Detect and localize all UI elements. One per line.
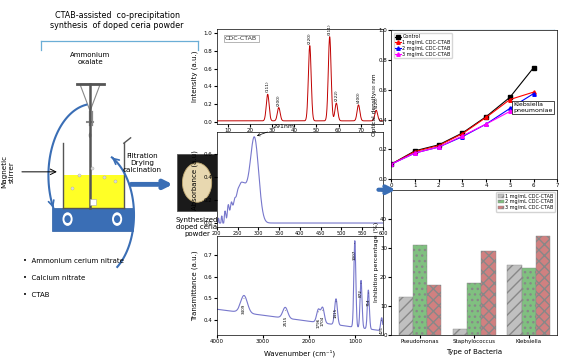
Text: 872: 872: [359, 283, 363, 297]
3 mg/mL CDC-CTAB: [507, 109, 513, 113]
3 mg/mL CDC-CTAB: [388, 162, 395, 166]
Line: 2 mg/mL CDC-CTAB: 2 mg/mL CDC-CTAB: [390, 92, 535, 166]
Bar: [521, 268, 536, 335]
Bar: [507, 265, 521, 335]
Text: 1796: 1796: [316, 312, 320, 328]
Bar: [467, 282, 481, 335]
Line: 1 mg/mL CDC-CTAB: 1 mg/mL CDC-CTAB: [390, 90, 535, 166]
3 mg/mL CDC-CTAB: [435, 145, 442, 149]
Text: 291nm: 291nm: [257, 124, 295, 136]
Bar: [52, 208, 133, 231]
1 mg/mL CDC-CTAB: [412, 149, 418, 154]
Control: [507, 95, 513, 100]
Bar: [481, 251, 495, 335]
Text: Synthesized
doped ceria
powder: Synthesized doped ceria powder: [176, 217, 218, 237]
Bar: [453, 329, 467, 335]
2 mg/mL CDC-CTAB: [507, 106, 513, 111]
Text: Klebsiella
pneumoniae: Klebsiella pneumoniae: [513, 102, 552, 113]
3 mg/mL CDC-CTAB: [459, 134, 466, 138]
2 mg/mL CDC-CTAB: [483, 122, 490, 126]
X-axis label: wavelength (nm): wavelength (nm): [270, 242, 330, 248]
Control: [483, 115, 490, 119]
Bar: [413, 245, 427, 335]
Text: CTAB-assisted  co-precipitation
synthesis  of doped ceria powder: CTAB-assisted co-precipitation synthesis…: [50, 11, 184, 30]
Ellipse shape: [64, 215, 71, 223]
Control: [388, 162, 395, 166]
Ellipse shape: [89, 132, 91, 138]
Polygon shape: [80, 84, 100, 111]
Text: (220): (220): [308, 32, 312, 44]
Text: Ammonium
oxalate: Ammonium oxalate: [70, 52, 110, 65]
Control: [530, 66, 537, 70]
Text: (400): (400): [356, 92, 360, 103]
Text: (420): (420): [374, 97, 378, 108]
Y-axis label: Absorbance (a.u): Absorbance (a.u): [192, 150, 198, 210]
2 mg/mL CDC-CTAB: [388, 162, 395, 166]
3 mg/mL CDC-CTAB: [530, 102, 537, 107]
2 mg/mL CDC-CTAB: [412, 151, 418, 155]
Text: (111): (111): [266, 81, 270, 92]
1 mg/mL CDC-CTAB: [388, 162, 395, 166]
Legend: Control, 1 mg/mL CDC-CTAB, 2 mg/mL CDC-CTAB, 3 mg/mL CDC-CTAB: Control, 1 mg/mL CDC-CTAB, 2 mg/mL CDC-C…: [394, 33, 452, 58]
Text: 2515: 2515: [283, 310, 287, 326]
3 mg/mL CDC-CTAB: [412, 151, 418, 155]
Ellipse shape: [62, 212, 73, 226]
1 mg/mL CDC-CTAB: [530, 90, 537, 94]
2 mg/mL CDC-CTAB: [459, 135, 466, 139]
1 mg/mL CDC-CTAB: [435, 144, 442, 148]
Legend: 1 mg/mL CDC-CTAB, 2 mg/mL CDC-CTAB, 3 mg/mL CDC-CTAB: 1 mg/mL CDC-CTAB, 2 mg/mL CDC-CTAB, 3 mg…: [497, 192, 555, 212]
Text: (200): (200): [277, 94, 281, 106]
Text: 714: 714: [367, 293, 370, 306]
Y-axis label: Intensity (a.u.): Intensity (a.u.): [192, 50, 198, 102]
X-axis label: 2θ (deg.): 2θ (deg.): [284, 138, 316, 145]
Bar: [399, 297, 413, 335]
2 mg/mL CDC-CTAB: [435, 145, 442, 149]
Text: Filtration
Drying
calcination: Filtration Drying calcination: [122, 153, 162, 173]
Line: 3 mg/mL CDC-CTAB: 3 mg/mL CDC-CTAB: [390, 103, 535, 166]
Bar: [536, 236, 550, 335]
Control: [412, 149, 418, 153]
Text: 3409: 3409: [242, 298, 246, 314]
Text: 425: 425: [379, 320, 383, 334]
Control: [459, 131, 466, 135]
Y-axis label: Optical density₆₀₀ nm: Optical density₆₀₀ nm: [372, 73, 377, 136]
Control: [435, 143, 442, 147]
X-axis label: Type of Bacteria: Type of Bacteria: [446, 349, 502, 355]
Text: •  Calcium nitrate: • Calcium nitrate: [23, 275, 85, 281]
Text: CDC-CTAB: CDC-CTAB: [225, 36, 257, 41]
1 mg/mL CDC-CTAB: [459, 131, 466, 136]
Text: Magnetic
stirrer: Magnetic stirrer: [1, 155, 15, 188]
Text: 1007: 1007: [353, 243, 357, 260]
X-axis label: Wavenumber (cm⁻¹): Wavenumber (cm⁻¹): [264, 349, 336, 357]
Text: (311): (311): [328, 23, 332, 35]
1 mg/mL CDC-CTAB: [483, 115, 490, 120]
3 mg/mL CDC-CTAB: [483, 122, 490, 126]
Bar: [427, 285, 441, 335]
Y-axis label: Transmittance (a.u.): Transmittance (a.u.): [192, 250, 198, 321]
Text: •  Ammonium cerium nitrate: • Ammonium cerium nitrate: [23, 258, 123, 264]
Text: 1704: 1704: [321, 310, 325, 326]
Text: •  CTAB: • CTAB: [23, 292, 49, 298]
Bar: [177, 154, 217, 211]
Ellipse shape: [114, 215, 120, 223]
Ellipse shape: [182, 163, 212, 202]
Text: 1415: 1415: [334, 301, 338, 318]
Ellipse shape: [112, 212, 122, 226]
Text: (222): (222): [334, 90, 338, 101]
1 mg/mL CDC-CTAB: [507, 97, 513, 102]
2 mg/mL CDC-CTAB: [530, 91, 537, 96]
X-axis label: Time (hours): Time (hours): [452, 194, 497, 200]
Y-axis label: Inhibition percentage (%): Inhibition percentage (%): [374, 222, 379, 303]
Line: Control: Control: [390, 66, 535, 166]
Bar: [63, 175, 124, 208]
